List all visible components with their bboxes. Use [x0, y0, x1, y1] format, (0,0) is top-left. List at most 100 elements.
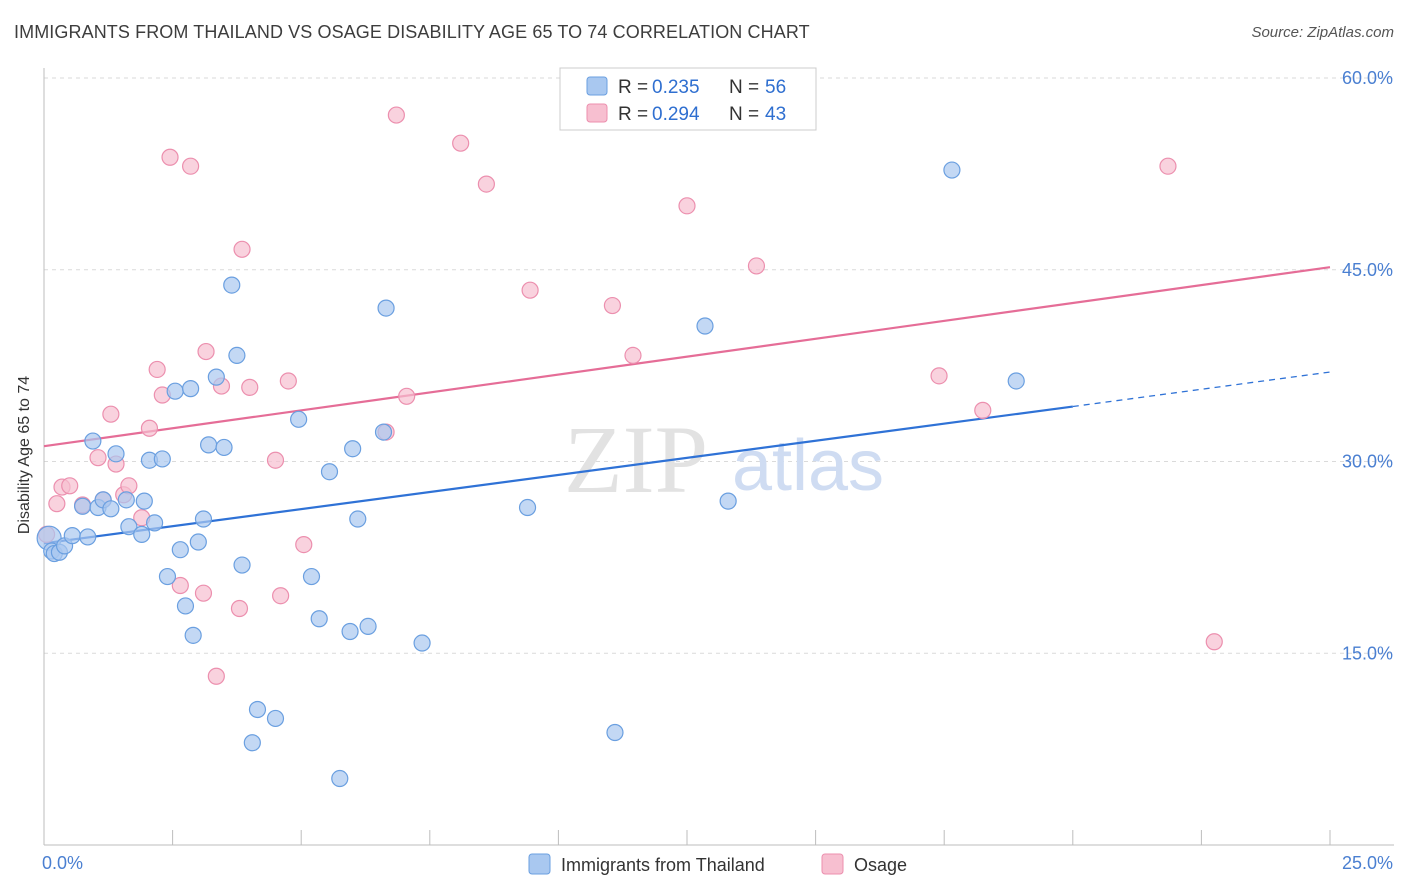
point-osage-16 — [171, 576, 189, 595]
point-thailand-34 — [243, 734, 261, 752]
y-tick-label-3: 60.0% — [1342, 68, 1393, 88]
series-legend-label-thailand: Immigrants from Thailand — [561, 855, 765, 875]
point-thailand-38 — [302, 567, 321, 586]
legend-r-label-pink: R = — [618, 104, 648, 125]
point-osage-32 — [452, 134, 470, 152]
source-credit: Source: ZipAtlas.com — [1251, 24, 1394, 41]
point-thailand-26 — [189, 533, 207, 551]
point-thailand-22 — [171, 541, 189, 559]
point-osage-41 — [1159, 157, 1177, 175]
point-thailand-51 — [696, 317, 714, 335]
point-thailand-45 — [359, 617, 377, 636]
trend-line-thailand — [43, 405, 1073, 545]
point-thailand-52 — [719, 492, 737, 510]
point-thailand-47 — [377, 299, 395, 317]
point-thailand-29 — [207, 368, 225, 386]
series-legend-swatch-osage — [821, 853, 844, 875]
point-thailand-28 — [200, 436, 218, 454]
point-osage-3 — [61, 477, 79, 495]
point-thailand-11 — [102, 500, 120, 518]
y-tick-label-2: 45.0% — [1342, 260, 1393, 280]
point-thailand-7 — [79, 528, 97, 546]
x-tick-label-0: 0.0% — [42, 853, 83, 873]
point-thailand-43 — [344, 440, 362, 458]
chart-title: IMMIGRANTS FROM THAILAND VS OSAGE DISABI… — [14, 22, 810, 42]
point-thailand-14 — [120, 518, 138, 536]
legend-swatch-blue — [586, 76, 608, 96]
trend-lines — [43, 266, 1331, 545]
point-osage-40 — [974, 401, 992, 419]
series-legend-swatch-thailand — [528, 853, 551, 875]
point-thailand-53 — [943, 161, 961, 179]
trend-line-osage — [43, 266, 1331, 448]
point-osage-12 — [140, 419, 159, 437]
point-thailand-8 — [84, 432, 102, 450]
legend-n-label-blue: N = — [729, 77, 759, 98]
point-thailand-41 — [331, 769, 349, 788]
y-tick-label-1: 30.0% — [1342, 452, 1393, 472]
point-osage-18 — [194, 584, 213, 602]
point-thailand-21 — [166, 382, 184, 400]
point-osage-5 — [89, 449, 107, 467]
y-tick-labels: 15.0% 30.0% 45.0% 60.0% — [1342, 68, 1393, 663]
point-osage-37 — [678, 197, 696, 215]
point-thailand-25 — [184, 626, 202, 644]
legend-n-value-blue: 56 — [765, 77, 786, 98]
point-osage-35 — [603, 296, 622, 315]
point-osage-23 — [233, 240, 251, 258]
point-osage-33 — [477, 175, 495, 193]
watermark-zip: ZIP — [564, 406, 708, 513]
point-thailand-50 — [606, 723, 624, 742]
point-thailand-30 — [215, 438, 233, 457]
axes — [43, 68, 1394, 846]
point-osage-31 — [398, 387, 416, 405]
point-thailand-13 — [117, 491, 135, 509]
point-thailand-48 — [413, 634, 431, 652]
x-tick-labels: 0.0% 25.0% — [42, 853, 1393, 873]
point-thailand-27 — [194, 510, 213, 528]
point-thailand-19 — [153, 450, 171, 468]
point-thailand-12 — [107, 445, 125, 463]
point-thailand-18 — [145, 514, 164, 532]
point-osage-38 — [747, 257, 766, 275]
legend-swatch-pink — [586, 103, 608, 123]
point-thailand-36 — [266, 709, 285, 728]
point-thailand-35 — [248, 700, 267, 719]
series-legend: Immigrants from Thailand Osage — [528, 853, 907, 875]
legend-n-label-pink: N = — [729, 104, 759, 125]
point-osage-28 — [295, 535, 313, 554]
point-osage-27 — [279, 372, 297, 390]
point-osage-19 — [197, 342, 215, 361]
point-thailand-39 — [310, 610, 328, 628]
point-thailand-23 — [176, 597, 195, 615]
point-osage-20 — [207, 667, 225, 685]
legend-r-value-pink: 0.294 — [652, 104, 700, 125]
legend-r-label-blue: R = — [618, 77, 648, 98]
point-thailand-44 — [349, 510, 367, 528]
legend-n-value-pink: 43 — [765, 104, 786, 125]
series-legend-label-osage: Osage — [854, 855, 907, 875]
point-thailand-46 — [374, 423, 393, 441]
point-osage-15 — [161, 148, 179, 166]
point-osage-17 — [182, 157, 200, 175]
legend-r-value-blue: 0.235 — [652, 77, 700, 98]
point-osage-36 — [624, 346, 642, 364]
trend-line-thailand-extension — [1072, 371, 1331, 408]
point-osage-25 — [266, 451, 285, 469]
watermark: ZIP atlas — [564, 406, 884, 513]
point-osage-10 — [120, 477, 138, 495]
y-tick-label-0: 15.0% — [1342, 643, 1393, 663]
point-thailand-42 — [341, 622, 359, 641]
point-thailand-33 — [233, 556, 251, 574]
point-thailand-49 — [518, 498, 537, 517]
point-thailand-15 — [133, 525, 151, 543]
stats-legend: R = 0.235 N = 56 R = 0.294 N = 43 — [559, 67, 817, 131]
point-thailand-6 — [73, 497, 92, 515]
point-thailand-54 — [1007, 372, 1025, 390]
x-tick-label-1: 25.0% — [1342, 853, 1393, 873]
point-osage-7 — [102, 405, 120, 423]
point-thailand-20 — [158, 567, 177, 586]
point-osage-30 — [387, 106, 405, 124]
point-thailand-32 — [228, 346, 246, 364]
point-thailand-5 — [63, 527, 81, 545]
